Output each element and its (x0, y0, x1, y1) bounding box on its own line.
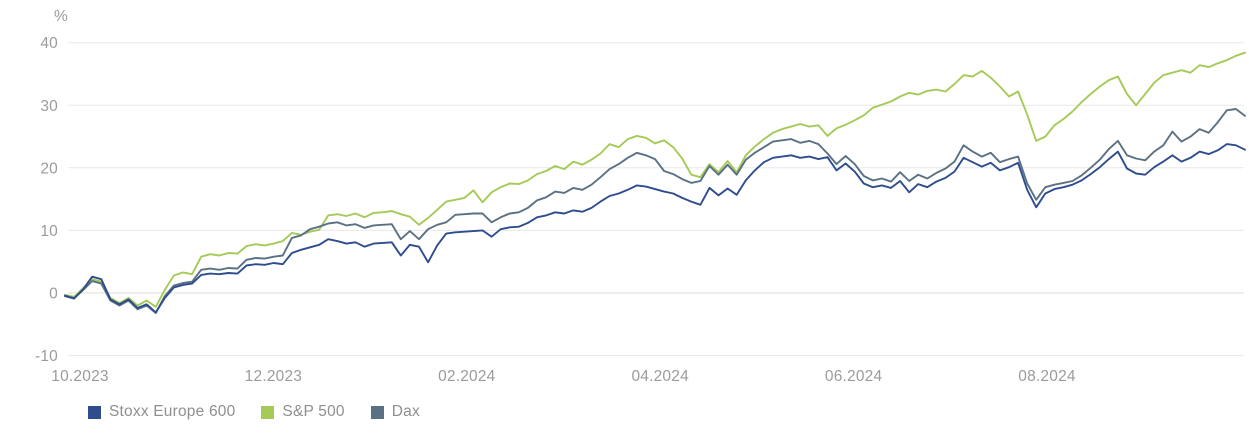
x-axis-tick-label: 06.2024 (825, 368, 883, 385)
chart-legend: Stoxx Europe 600 S&P 500 Dax (88, 403, 420, 421)
y-axis-tick-label: 40 (40, 35, 58, 52)
series-line-dax (64, 108, 1246, 314)
x-axis-tick-label: 04.2024 (631, 368, 689, 385)
series-line-stoxx-europe-600 (64, 143, 1246, 314)
x-axis-tick-label: 08.2024 (1018, 368, 1076, 385)
x-axis-tick-label: 10.2023 (51, 368, 108, 385)
legend-swatch-dax (370, 405, 384, 419)
legend-swatch-s-p-500 (261, 405, 275, 419)
x-axis-tick-label: 02.2024 (438, 368, 496, 385)
legend-item-stoxx-europe-600: Stoxx Europe 600 (88, 403, 235, 421)
y-axis-unit-label: % (54, 8, 68, 25)
legend-label-stoxx-europe-600: Stoxx Europe 600 (109, 403, 236, 420)
y-axis-tick-label: 0 (49, 286, 58, 303)
legend-label-s-p-500: S&P 500 (282, 403, 345, 420)
legend-swatch-stoxx-europe-600 (88, 405, 101, 419)
legend-item-dax: Dax (370, 403, 420, 421)
legend-item-s-p-500: S&P 500 (261, 403, 345, 421)
x-axis-tick-label: 12.2023 (245, 368, 302, 385)
y-axis-tick-label: 30 (40, 98, 58, 115)
legend-label-dax: Dax (391, 403, 420, 420)
y-axis-tick-label: -10 (35, 348, 58, 365)
y-axis-tick-label: 10 (40, 223, 58, 240)
series-line-s-p-500 (64, 51, 1246, 308)
y-axis-tick-label: 20 (40, 160, 58, 177)
